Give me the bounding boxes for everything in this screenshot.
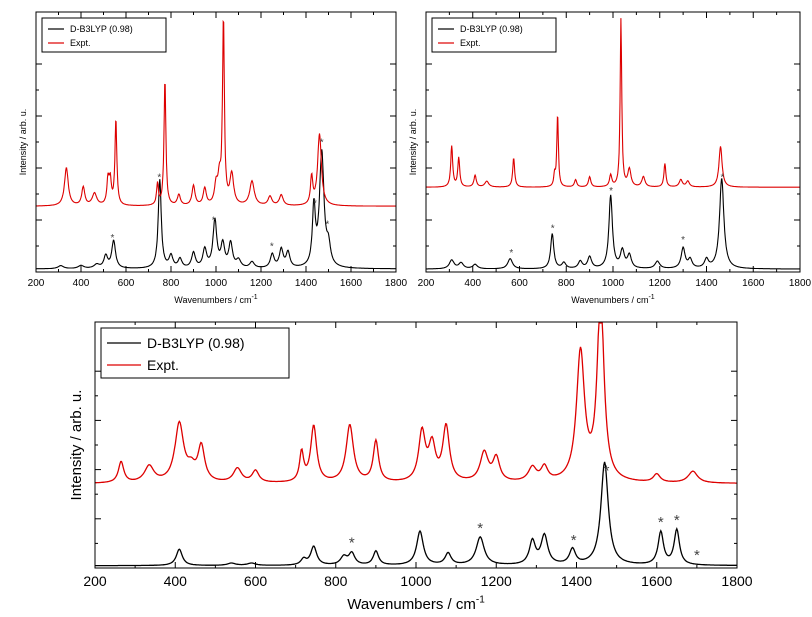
x-tick-label: 1200: [250, 278, 273, 289]
series-line-calc: [36, 149, 396, 270]
peak-asterisk: *: [325, 220, 329, 231]
series-line-expt: [95, 322, 737, 484]
y-axis-label: Intensity / arb. u.: [408, 109, 418, 176]
x-tick-label: 600: [118, 278, 135, 289]
peak-asterisk: *: [349, 535, 355, 552]
x-axis-label: Wavenumbers / cm-1: [347, 594, 485, 613]
peak-asterisk: *: [658, 514, 664, 531]
chart-panel-top-left: * * * * * * * 200 400 600 800 1000 1200 1400 1600 1800 W…: [18, 11, 408, 305]
x-tick-label: 1000: [205, 278, 228, 289]
legend-box: [41, 17, 167, 53]
peak-asterisk: *: [313, 198, 317, 209]
x-tick-label: 200: [83, 573, 107, 589]
peak-asterisk: *: [681, 235, 685, 246]
x-tick-label: 1200: [481, 573, 512, 589]
x-tick-label: 200: [418, 278, 435, 289]
legend-box: [100, 327, 290, 379]
y-axis-label: Intensity / arb. u.: [18, 109, 28, 176]
legend-box: [431, 17, 557, 53]
x-tick-label: 200: [28, 278, 45, 289]
x-tick-label: 600: [511, 278, 528, 289]
series-line-expt: [426, 18, 800, 188]
x-tick-label: 1400: [561, 573, 592, 589]
x-tick-label: 1800: [721, 573, 752, 589]
legend-label-expt: Expt.: [460, 38, 481, 48]
legend-label-calc: D-B3LYP (0.98): [460, 24, 523, 34]
series-line-calc: [95, 461, 737, 567]
series-line-expt: [36, 19, 396, 207]
x-axis-label: Wavenumbers / cm-1: [174, 294, 258, 305]
x-tick-label: 1400: [695, 278, 718, 289]
peak-asterisk: *: [720, 172, 724, 183]
peak-asterisk: *: [212, 215, 216, 226]
x-tick-label: 1000: [602, 278, 625, 289]
y-axis-label: Intensity / arb. u.: [68, 390, 85, 501]
peak-asterisk: *: [509, 248, 513, 259]
peak-asterisk: *: [609, 186, 613, 197]
series-line-calc: [426, 178, 800, 270]
peak-asterisk: *: [604, 463, 610, 480]
x-tick-label: 400: [164, 573, 188, 589]
peak-asterisk: *: [571, 532, 577, 549]
x-tick-label: 1600: [742, 278, 765, 289]
x-tick-label: 1400: [295, 278, 318, 289]
peak-asterisk: *: [157, 172, 161, 183]
legend-label-calc: D-B3LYP (0.98): [147, 335, 245, 351]
x-tick-label: 1800: [789, 278, 812, 289]
legend-label-expt: Expt.: [70, 38, 91, 48]
x-tick-label: 800: [558, 278, 575, 289]
peak-asterisk: *: [270, 242, 274, 253]
x-tick-label: 1600: [641, 573, 672, 589]
legend-label-expt: Expt.: [147, 357, 179, 373]
x-tick-label: 1600: [340, 278, 363, 289]
peak-asterisk: *: [694, 547, 700, 564]
x-tick-label: 1800: [385, 278, 408, 289]
x-tick-label: 400: [73, 278, 90, 289]
chart-panel-bottom: * * * * * * * 200 400 600 800 1000 1200 1400 1600 1800 W…: [68, 321, 753, 613]
x-tick-label: 800: [324, 573, 348, 589]
x-tick-label: 1000: [400, 573, 431, 589]
x-tick-label: 400: [464, 278, 481, 289]
x-tick-label: 1200: [649, 278, 672, 289]
peak-asterisk: *: [111, 233, 115, 244]
peak-asterisk: *: [674, 512, 680, 529]
peak-asterisk: *: [551, 224, 555, 235]
peak-asterisk: *: [320, 137, 324, 148]
x-axis-label: Wavenumbers / cm-1: [571, 294, 655, 305]
chart-panel-top-right: * * * * * 200 400 600 800 1000 1200 1400 1600 1800 Wav…: [408, 11, 812, 305]
peak-asterisk: *: [477, 520, 483, 537]
legend-label-calc: D-B3LYP (0.98): [70, 24, 133, 34]
x-tick-label: 800: [163, 278, 180, 289]
x-tick-label: 600: [244, 573, 268, 589]
